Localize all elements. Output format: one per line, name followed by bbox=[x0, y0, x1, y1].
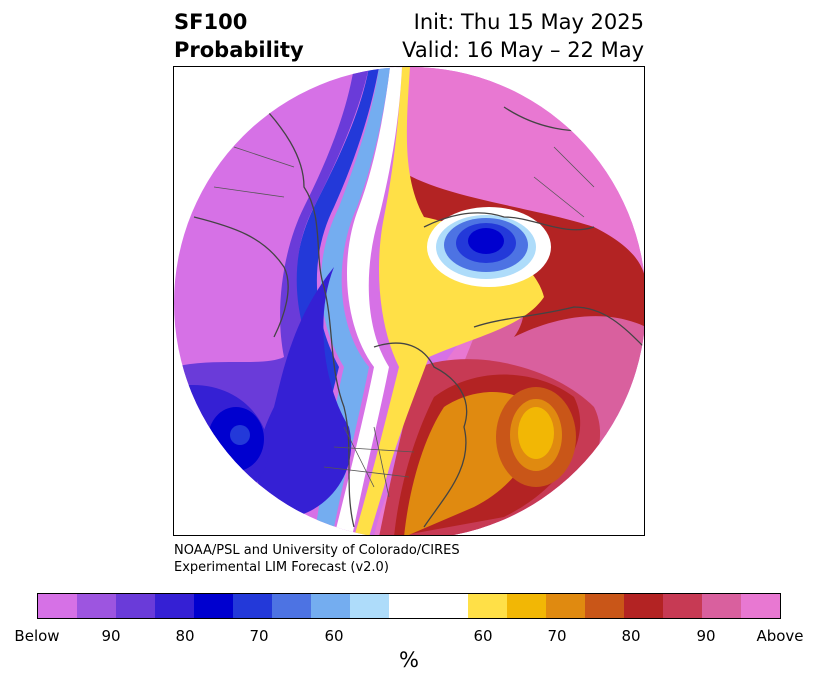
colorbar-segment bbox=[740, 594, 780, 618]
colorbar-segment bbox=[194, 594, 234, 618]
colorbar-tick-label: 80 bbox=[175, 627, 195, 645]
colorbar-segment bbox=[350, 594, 390, 618]
colorbar-segment bbox=[116, 594, 156, 618]
colorbar-segment bbox=[311, 594, 351, 618]
init-date: Init: Thu 15 May 2025 bbox=[413, 10, 644, 34]
credit-line1: NOAA/PSL and University of Colorado/CIRE… bbox=[174, 543, 460, 558]
colorbar-segment bbox=[233, 594, 273, 618]
colorbar-tick-label: 70 bbox=[249, 627, 269, 645]
credit: NOAA/PSL and University of Colorado/CIRE… bbox=[174, 542, 460, 576]
valid-range: Valid: 16 May – 22 May bbox=[402, 38, 644, 62]
pacific-center bbox=[230, 425, 250, 445]
warm-core-inner bbox=[518, 407, 554, 459]
colorbar-segment bbox=[389, 594, 468, 618]
colorbar-segment bbox=[38, 594, 78, 618]
colorbar-segment bbox=[467, 594, 507, 618]
colorbar-tick-label: 80 bbox=[621, 627, 641, 645]
region-near-normal bbox=[334, 67, 402, 535]
colorbar-tick-label: 60 bbox=[324, 627, 344, 645]
polar-below-90 bbox=[468, 228, 504, 254]
region-below-85 bbox=[256, 267, 352, 517]
colorbar-segment bbox=[662, 594, 702, 618]
colorbar-tick-label: Above bbox=[756, 627, 804, 645]
colorbar-segment bbox=[623, 594, 663, 618]
colorbar-tick-label: 60 bbox=[473, 627, 493, 645]
map-fills bbox=[174, 67, 644, 535]
colorbar-tick-label: 90 bbox=[696, 627, 716, 645]
colorbar-tick-label: Below bbox=[14, 627, 60, 645]
probability-map bbox=[174, 67, 644, 535]
title-left: SF100 Probability bbox=[174, 8, 304, 64]
map-panel bbox=[173, 66, 645, 536]
title-right: Init: Thu 15 May 2025 Valid: 16 May – 22… bbox=[402, 8, 644, 64]
colorbar-segment bbox=[77, 594, 117, 618]
colorbar-segment bbox=[701, 594, 741, 618]
title-probability: Probability bbox=[174, 38, 304, 62]
region-above-60 bbox=[354, 67, 544, 535]
credit-line2: Experimental LIM Forecast (v2.0) bbox=[174, 560, 389, 575]
colorbar-segment bbox=[545, 594, 585, 618]
colorbar-segment bbox=[155, 594, 195, 618]
title-variable: SF100 bbox=[174, 10, 248, 34]
colorbar bbox=[37, 593, 781, 619]
colorbar-tick-label: 70 bbox=[547, 627, 567, 645]
colorbar-units: % bbox=[399, 648, 419, 672]
coastlines bbox=[193, 96, 644, 528]
colorbar-segment bbox=[584, 594, 624, 618]
region-below-80 bbox=[279, 67, 379, 535]
colorbar-segment bbox=[506, 594, 546, 618]
colorbar-segment bbox=[272, 594, 312, 618]
colorbar-tick-label: 90 bbox=[101, 627, 121, 645]
